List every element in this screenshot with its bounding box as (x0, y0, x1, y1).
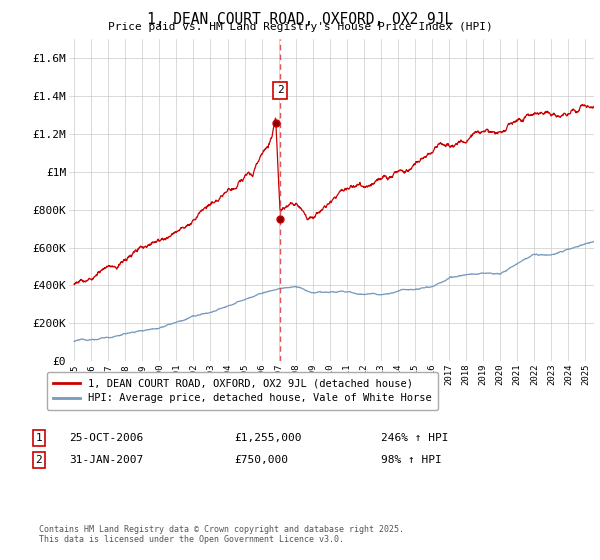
Legend: 1, DEAN COURT ROAD, OXFORD, OX2 9JL (detached house), HPI: Average price, detach: 1, DEAN COURT ROAD, OXFORD, OX2 9JL (det… (47, 372, 438, 410)
Text: 246% ↑ HPI: 246% ↑ HPI (381, 433, 449, 443)
Text: 2: 2 (35, 455, 43, 465)
Text: 98% ↑ HPI: 98% ↑ HPI (381, 455, 442, 465)
Text: £1,255,000: £1,255,000 (234, 433, 302, 443)
Text: 1: 1 (35, 433, 43, 443)
Text: £750,000: £750,000 (234, 455, 288, 465)
Text: 2: 2 (277, 85, 283, 95)
Text: 25-OCT-2006: 25-OCT-2006 (69, 433, 143, 443)
Text: 31-JAN-2007: 31-JAN-2007 (69, 455, 143, 465)
Text: Price paid vs. HM Land Registry's House Price Index (HPI): Price paid vs. HM Land Registry's House … (107, 22, 493, 32)
Text: Contains HM Land Registry data © Crown copyright and database right 2025.
This d: Contains HM Land Registry data © Crown c… (39, 525, 404, 544)
Text: 1, DEAN COURT ROAD, OXFORD, OX2 9JL: 1, DEAN COURT ROAD, OXFORD, OX2 9JL (147, 12, 453, 27)
